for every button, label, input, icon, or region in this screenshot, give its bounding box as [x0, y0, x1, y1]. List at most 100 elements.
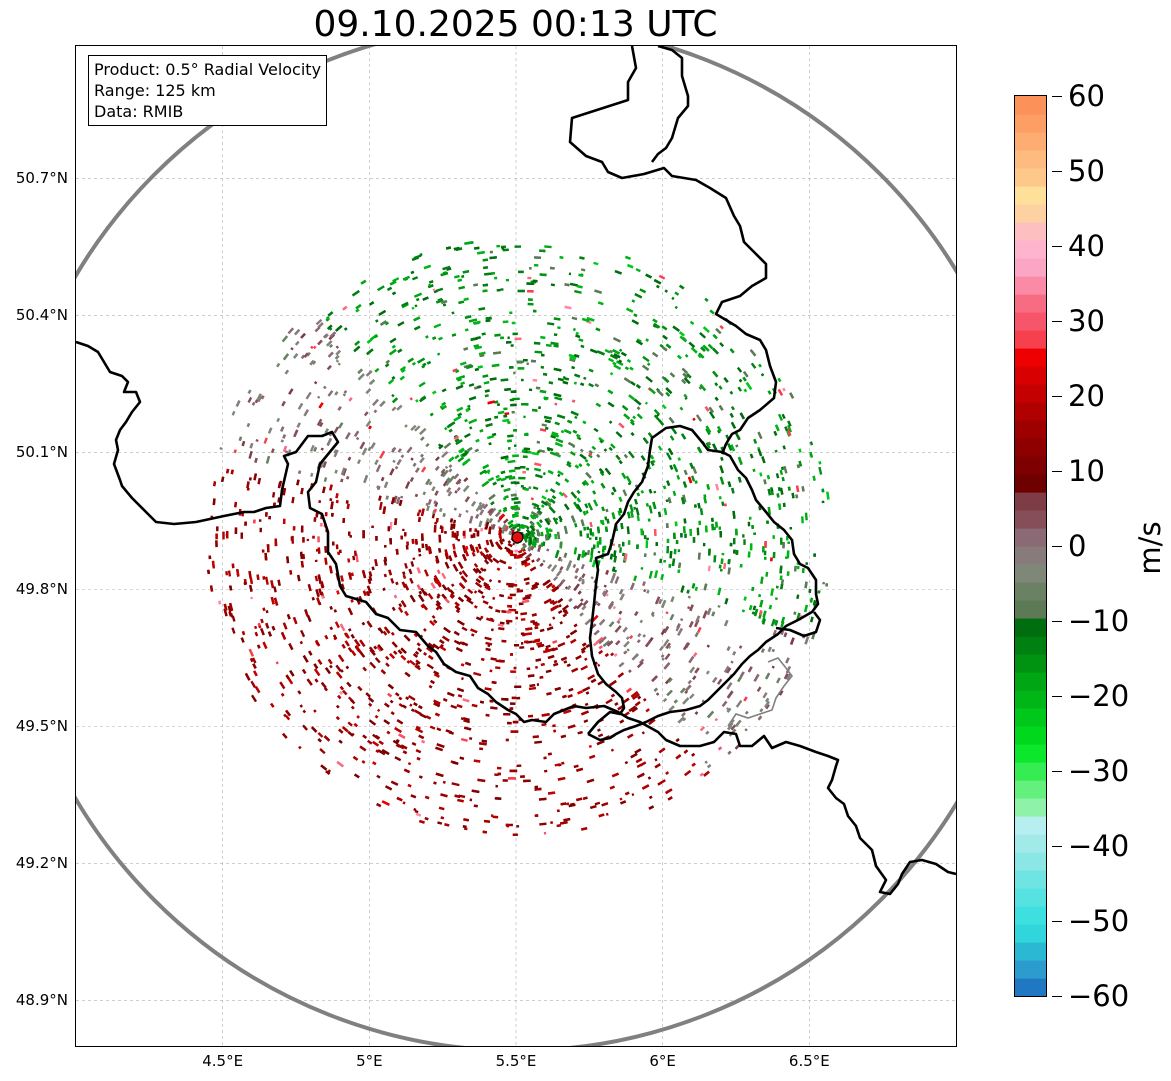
echo-gate — [656, 284, 660, 289]
echo-gate — [677, 627, 683, 636]
echo-gate — [533, 309, 537, 313]
echo-gate — [484, 636, 492, 641]
echo-gate — [504, 495, 509, 499]
echo-gate — [324, 634, 329, 640]
echo-gate — [637, 633, 642, 638]
echo-gate — [595, 402, 602, 408]
echo-gate — [791, 492, 795, 499]
echo-gate — [241, 630, 246, 636]
echo-gate — [666, 452, 672, 461]
echo-gate — [410, 457, 414, 461]
echo-gate — [691, 475, 696, 482]
echo-gate — [512, 720, 519, 724]
echo-gate — [500, 477, 507, 482]
echo-gate — [486, 617, 495, 623]
echo-gate — [482, 374, 489, 378]
echo-gate — [781, 413, 786, 420]
echo-gate — [586, 317, 595, 322]
echo-gate — [361, 760, 366, 764]
echo-gate — [539, 428, 547, 432]
echo-gate — [270, 702, 275, 708]
echo-gate — [465, 408, 470, 413]
echo-gate — [561, 761, 565, 765]
echo-gate — [262, 576, 266, 580]
echo-gate — [442, 698, 448, 702]
echo-gate — [702, 326, 710, 333]
echo-gate — [592, 544, 596, 549]
echo-gate — [359, 745, 367, 752]
echo-gate — [653, 279, 662, 285]
echo-gate — [462, 698, 470, 703]
echo-gate — [564, 609, 568, 613]
echo-gate — [559, 821, 568, 825]
echo-gate — [588, 449, 593, 455]
echo-gate — [240, 532, 244, 539]
echo-gate — [385, 662, 390, 668]
echo-gate — [400, 495, 404, 499]
echo-gate — [317, 339, 323, 346]
echo-gate — [485, 539, 490, 546]
echo-gate — [682, 494, 687, 503]
echo-gate — [638, 658, 645, 664]
echo-gate — [512, 332, 518, 336]
echo-gate — [431, 615, 436, 619]
echo-gate — [294, 328, 301, 336]
echo-gate — [604, 653, 609, 658]
echo-gate — [657, 781, 663, 786]
echo-gate — [457, 798, 464, 803]
echo-gate — [514, 549, 518, 553]
echo-gate — [464, 418, 468, 423]
echo-gate — [251, 401, 256, 406]
echo-gate — [527, 302, 534, 306]
echo-gate — [507, 459, 516, 464]
echo-gate — [773, 430, 778, 436]
echo-gate — [335, 493, 339, 499]
echo-gate — [415, 749, 422, 754]
echo-gate — [613, 364, 622, 371]
echo-gate — [628, 450, 635, 459]
echo-gate — [448, 428, 453, 433]
echo-gate — [580, 563, 585, 570]
echo-gate — [402, 704, 407, 709]
echo-gate — [389, 699, 394, 704]
echo-gate — [507, 421, 511, 424]
echo-gate — [350, 633, 355, 639]
echo-gate — [311, 597, 315, 601]
echo-gate — [591, 532, 595, 537]
echo-gate — [231, 615, 236, 622]
echo-gate — [808, 588, 812, 593]
echo-gate — [485, 422, 493, 428]
echo-gate — [654, 596, 661, 605]
echo-gate — [523, 415, 526, 419]
echo-gate — [433, 781, 437, 785]
echo-gate — [465, 328, 469, 332]
echo-gate — [516, 589, 524, 593]
echo-gate — [596, 739, 605, 746]
echo-gate — [706, 484, 711, 490]
echo-gate — [490, 657, 497, 661]
echo-gate — [452, 519, 457, 524]
echo-gate — [482, 258, 489, 262]
echo-gate — [726, 646, 731, 651]
echo-gate — [425, 478, 431, 486]
echo-gate — [509, 476, 516, 480]
echo-gate — [596, 350, 605, 356]
echo-gate — [264, 552, 268, 561]
echo-gate — [418, 734, 425, 740]
echo-gate — [434, 712, 440, 717]
echo-gate — [296, 422, 301, 428]
echo-gate — [448, 468, 453, 473]
echo-gate — [436, 595, 440, 599]
echo-gate — [575, 334, 581, 339]
echo-gate — [421, 603, 428, 611]
echo-gate — [359, 639, 366, 648]
echo-gate — [542, 472, 546, 476]
echo-gate — [562, 694, 567, 699]
echo-gate — [622, 489, 628, 497]
echo-gate — [793, 565, 797, 572]
echo-gate — [596, 453, 601, 458]
radar-map[interactable] — [75, 45, 957, 1047]
echo-gate — [576, 433, 581, 438]
echo-gate — [435, 558, 439, 564]
echo-gate — [391, 406, 397, 412]
